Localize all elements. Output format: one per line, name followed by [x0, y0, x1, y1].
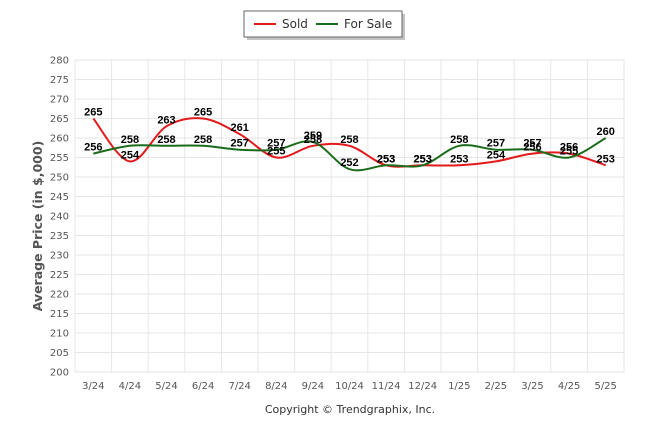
- data-label-sold: 265: [194, 107, 212, 119]
- y-tick-label: 250: [50, 173, 69, 184]
- y-tick-label: 235: [50, 231, 69, 242]
- y-tick-label: 200: [50, 368, 69, 379]
- y-tick-label: 205: [50, 348, 69, 359]
- y-tick-label: 220: [50, 290, 69, 301]
- data-label-for-sale: 257: [267, 138, 285, 150]
- data-label-sold: 253: [450, 153, 468, 165]
- x-tick-label: 5/25: [594, 381, 616, 392]
- data-label-sold: 256: [523, 142, 541, 154]
- y-tick-label: 215: [50, 309, 69, 320]
- data-label-sold: 263: [157, 114, 175, 126]
- x-tick-label: 4/25: [558, 381, 580, 392]
- series-line-sold: [92, 117, 607, 168]
- data-label-for-sale: 258: [450, 134, 468, 146]
- grid: [74, 59, 625, 373]
- data-label-for-sale: 258: [157, 134, 175, 146]
- y-tick-label: 240: [50, 212, 69, 223]
- data-label-for-sale: 258: [121, 134, 139, 146]
- data-label-for-sale: 255: [560, 146, 578, 158]
- data-label-for-sale: 257: [231, 138, 249, 150]
- data-label-sold: 261: [231, 122, 249, 134]
- data-label-for-sale: 256: [84, 142, 102, 154]
- y-tick-label: 275: [50, 75, 69, 86]
- data-label-sold: 253: [414, 153, 432, 165]
- y-tick-label: 245: [50, 192, 69, 203]
- series-line-for-sale: [93, 137, 607, 172]
- data-label-for-sale: 258: [194, 134, 212, 146]
- x-tick-label: 3/25: [521, 381, 543, 392]
- data-label-for-sale: 257: [523, 138, 541, 150]
- data-label-sold: 265: [84, 107, 102, 119]
- data-label-sold: 255: [267, 146, 285, 158]
- legend-label-sold: Sold: [282, 17, 308, 31]
- x-tick-label: 5/24: [155, 381, 177, 392]
- y-tick-label: 280: [50, 56, 69, 67]
- data-label-for-sale: 260: [597, 126, 615, 138]
- legend-label-for-sale: For Sale: [344, 17, 392, 31]
- series: [92, 117, 607, 172]
- data-label-sold: 253: [597, 153, 615, 165]
- x-tick-label: 9/24: [302, 381, 324, 392]
- x-tick-label: 7/24: [228, 381, 250, 392]
- data-label-sold: 256: [560, 142, 578, 154]
- y-axis-label: Average Price (in $,000): [30, 141, 45, 312]
- data-label-for-sale: 253: [377, 153, 395, 165]
- data-label-for-sale: 252: [340, 157, 358, 169]
- x-axis: 3/24 4/24 5/24 6/24 7/24 8/24 9/24 10/24 11/24 12…: [82, 381, 617, 392]
- data-label-sold: 254: [487, 149, 506, 161]
- data-label-sold: 258: [340, 134, 358, 146]
- y-axis: 200 205 210 215 220 225 230 235 240 245 250 255 260 2…: [50, 56, 69, 379]
- data-label-sold: 258: [304, 134, 322, 146]
- y-tick-label: 225: [50, 270, 69, 281]
- data-label-sold: 254: [121, 149, 140, 161]
- copyright-footer: Copyright © Trendgraphix, Inc.: [265, 403, 435, 416]
- data-label-for-sale: 257: [487, 138, 505, 150]
- data-label-for-sale: 253: [414, 153, 432, 165]
- x-tick-label: 1/25: [448, 381, 470, 392]
- data-label-sold: 253: [377, 153, 395, 165]
- y-tick-label: 255: [50, 153, 69, 164]
- x-tick-label: 2/25: [485, 381, 507, 392]
- data-label-for-sale: 259: [304, 130, 322, 142]
- x-tick-label: 11/24: [372, 381, 401, 392]
- x-tick-label: 6/24: [192, 381, 214, 392]
- x-tick-label: 4/24: [119, 381, 141, 392]
- legend: Sold For Sale: [243, 10, 405, 40]
- x-tick-label: 12/24: [408, 381, 437, 392]
- y-tick-label: 230: [50, 251, 69, 262]
- y-tick-label: 270: [50, 95, 69, 106]
- x-tick-label: 8/24: [265, 381, 287, 392]
- x-tick-label: 10/24: [335, 381, 364, 392]
- y-tick-label: 260: [50, 134, 69, 145]
- y-tick-label: 210: [50, 329, 69, 340]
- x-tick-label: 3/24: [82, 381, 104, 392]
- y-tick-label: 265: [50, 114, 69, 125]
